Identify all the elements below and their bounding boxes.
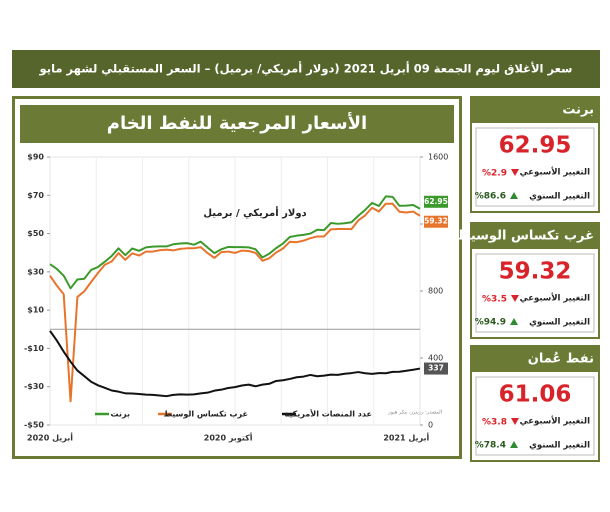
- yearly-change: %94.9: [475, 318, 506, 328]
- end-badge: [424, 215, 448, 228]
- weekly-change: %3.8: [482, 418, 507, 428]
- source: المصدر: رويترز، بيكر هيوز: [387, 410, 442, 416]
- weekly-change: %2.9: [482, 169, 507, 179]
- chart-title: الأسعار المرجعية للنفط الخام: [107, 112, 367, 134]
- card-name: برنت: [562, 103, 594, 118]
- up-arrow: [510, 318, 518, 325]
- y2-tick-label: 1600: [428, 153, 448, 162]
- series-line: [49, 330, 421, 398]
- series-line: [49, 202, 421, 403]
- card-name: نفط عُمان: [528, 351, 594, 367]
- card-header: [470, 96, 600, 123]
- y-tick-label: $10: [27, 306, 44, 315]
- down-arrow: [511, 295, 519, 302]
- y2-tick-label: 400: [428, 354, 443, 363]
- y-tick-label: -$50: [24, 421, 44, 430]
- down-arrow: [511, 418, 519, 425]
- x-tick-label: أبريل 2020: [27, 433, 73, 443]
- header-bar: [12, 50, 600, 88]
- y-tick-label: $50: [27, 229, 44, 238]
- up-arrow: [510, 441, 518, 448]
- card-price: 59.32: [499, 259, 572, 285]
- end-value-label: 337: [428, 364, 444, 373]
- chart-panel: [12, 96, 462, 459]
- series-line: [49, 195, 421, 290]
- weekly-label: التغيير الأسبوعي: [520, 293, 590, 304]
- y-tick-label: -$10: [24, 344, 44, 353]
- y2-tick-label: 0: [428, 421, 433, 430]
- card-body: [475, 127, 595, 207]
- weekly-label: التغيير الأسبوعي: [520, 416, 590, 427]
- weekly-change: %3.5: [482, 295, 507, 305]
- yearly-label: التغيير السنوي: [529, 441, 590, 451]
- y2-tick-label: 800: [428, 287, 443, 296]
- end-value-label: 62.95: [424, 197, 448, 206]
- cards: برنت 62.95 التغيير الأسبوعي %2.9 التغيير الس…: [457, 96, 600, 462]
- card-price: 61.06: [499, 382, 572, 408]
- x-tick-label: أكتوبر 2020: [204, 433, 253, 443]
- up-arrow: [510, 192, 518, 199]
- card-name: غرب تكساس الوسيط: [457, 229, 594, 244]
- down-arrow: [511, 169, 519, 176]
- card-header: [470, 345, 600, 372]
- annotation: دولار أمريكي / برميل: [203, 206, 306, 219]
- yearly-label: التغيير السنوي: [529, 318, 590, 328]
- weekly-label: التغيير الأسبوعي: [520, 167, 590, 178]
- yearly-change: %78.4: [475, 441, 506, 451]
- card-price: 62.95: [499, 133, 572, 159]
- end-badge: [424, 362, 448, 375]
- x-tick-label: أبريل 2021: [383, 433, 429, 443]
- legend-label: غرب تكساس الوسيط: [164, 410, 248, 420]
- y-tick-label: $30: [27, 267, 44, 276]
- chart-title-bar: [20, 105, 454, 143]
- card-body: [475, 253, 595, 333]
- end-badge: [424, 195, 448, 208]
- card-body: [475, 376, 595, 456]
- yearly-change: %86.6: [475, 192, 506, 202]
- header-title: سعر الأغلاق ليوم الجمعة 09 أبريل 2021 (د…: [39, 61, 573, 77]
- y-tick-label: $70: [27, 191, 44, 200]
- legend-label: برنت: [111, 410, 130, 419]
- y-tick-label: -$30: [24, 382, 44, 391]
- y-tick-label: $90: [27, 153, 44, 162]
- card-header: [470, 222, 600, 249]
- end-value-label: 59.32: [424, 217, 448, 226]
- yearly-label: التغيير السنوي: [529, 192, 590, 202]
- legend-label: عدد المنصات الأمريكية: [285, 409, 372, 419]
